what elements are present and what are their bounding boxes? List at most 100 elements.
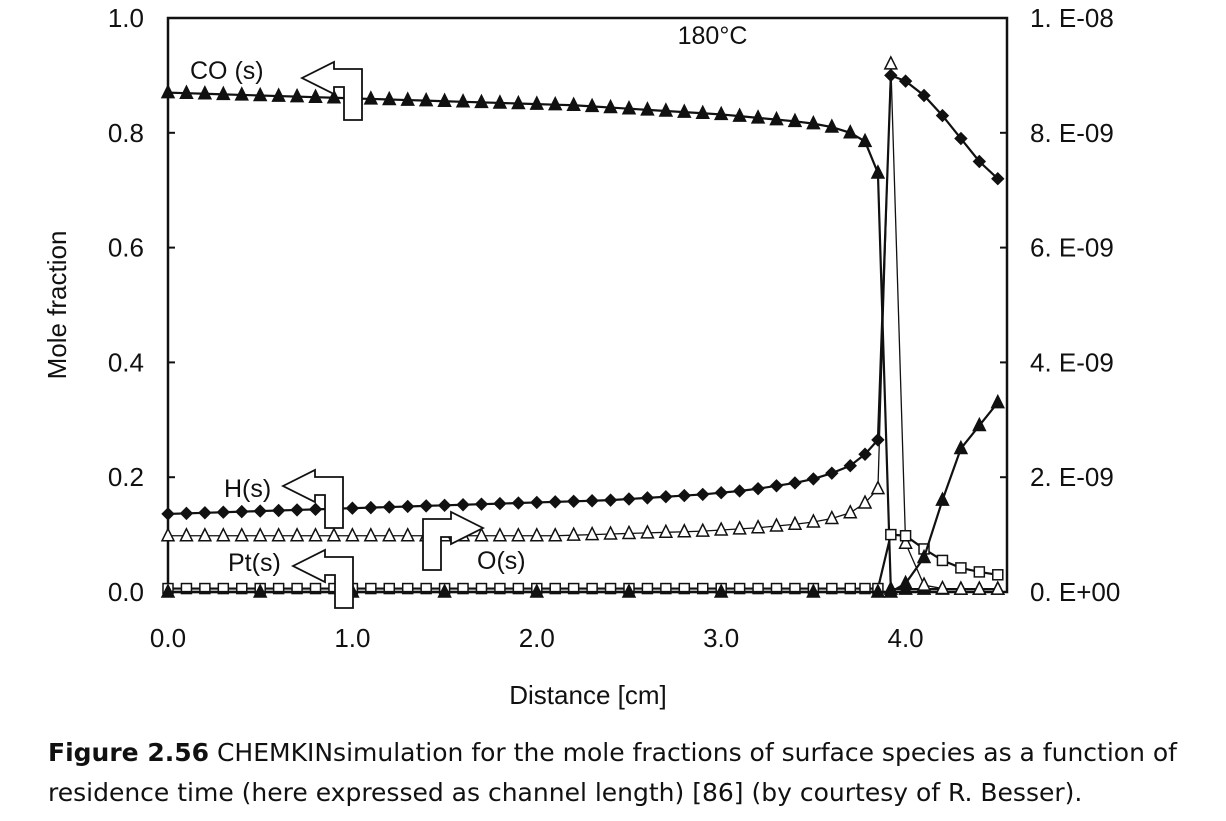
data-point-co-s — [843, 124, 858, 139]
data-point-o-s — [289, 527, 305, 542]
data-point-o-s — [308, 527, 323, 542]
data-point-o-s — [271, 527, 286, 542]
data-point-o-s — [843, 504, 858, 519]
data-point-h-s — [751, 481, 765, 496]
data-point-co-s — [566, 96, 581, 111]
data-point-co-s — [548, 95, 563, 111]
series-h-s — [161, 68, 1005, 521]
data-point-h-s — [696, 487, 710, 502]
data-point-o-s — [750, 519, 766, 534]
data-point-right-axis — [806, 583, 821, 598]
data-point-h-s — [825, 466, 839, 480]
data-point-pt-s — [272, 582, 285, 595]
data-point-o-s — [935, 579, 950, 595]
data-point-o-s — [870, 480, 886, 495]
data-point-co-s — [769, 110, 784, 126]
data-point-o-s — [677, 523, 692, 538]
data-point-h-s — [308, 502, 323, 517]
data-point-co-s — [621, 100, 637, 115]
data-point-o-s — [566, 526, 581, 541]
series-right-axis — [160, 393, 1005, 598]
annotation-arrow — [422, 510, 486, 571]
data-point-h-s — [382, 500, 396, 514]
data-point-co-s — [418, 91, 434, 107]
series-pt-s — [162, 528, 1004, 595]
data-point-o-s — [363, 527, 379, 542]
data-point-co-s — [308, 88, 323, 103]
data-point-h-s — [511, 496, 526, 510]
data-point-o-s — [990, 580, 1005, 595]
data-point-pt-s — [420, 582, 432, 595]
x-tick-label: 1.0 — [334, 623, 370, 653]
data-point-pt-s — [291, 582, 303, 595]
data-point-o-s — [806, 513, 821, 528]
data-point-co-s — [455, 93, 471, 108]
data-point-right-axis — [437, 583, 452, 598]
data-point-co-s — [658, 102, 674, 117]
data-point-right-axis — [252, 583, 268, 598]
data-point-o-s — [234, 527, 249, 542]
data-point-h-s — [917, 88, 931, 103]
data-point-pt-s — [549, 582, 561, 595]
y-tick-label: 1.0 — [108, 3, 144, 33]
series-line-right-axis — [168, 401, 999, 594]
data-point-pt-s — [512, 582, 525, 595]
data-point-pt-s — [936, 554, 949, 567]
data-point-o-s — [382, 527, 397, 542]
data-point-o-s — [953, 580, 969, 595]
data-point-h-s — [216, 505, 231, 519]
data-point-h-s — [858, 447, 872, 461]
data-point-h-s — [179, 506, 194, 521]
data-point-co-s — [437, 92, 452, 107]
data-point-h-s — [603, 493, 618, 507]
annotation-co-label: CO (s) — [190, 57, 264, 85]
data-point-o-s — [732, 520, 747, 535]
data-point-h-s — [714, 485, 728, 500]
data-point-h-s — [290, 503, 304, 517]
data-point-o-s — [400, 527, 415, 542]
data-point-h-s — [456, 498, 470, 512]
data-point-o-s — [548, 527, 563, 542]
data-point-o-s — [179, 527, 194, 542]
data-point-h-s — [437, 498, 452, 513]
data-point-h-s — [566, 494, 581, 509]
data-point-h-s — [474, 497, 489, 511]
data-point-h-s — [640, 491, 655, 505]
chart: 0.0 1.0 2.0 3.0 4.0 0.0 0.2 0.4 0.6 0.8 1.0 0. E+00… — [42, 3, 1120, 710]
data-point-co-s — [511, 94, 526, 110]
data-point-pt-s — [475, 582, 488, 595]
data-point-pt-s — [992, 569, 1004, 581]
data-point-h-s — [659, 490, 673, 504]
data-point-pt-s — [752, 582, 764, 595]
data-point-co-s — [271, 87, 286, 102]
data-point-pt-s — [826, 582, 838, 595]
data-point-pt-s — [567, 582, 580, 595]
series-o-s — [160, 55, 1005, 595]
data-point-co-s — [640, 101, 655, 116]
figure-caption: Figure 2.56 CHEMKINsimulation for the mo… — [48, 733, 1218, 813]
data-point-o-s — [529, 527, 545, 542]
data-point-pt-s — [859, 582, 871, 595]
data-point-pt-s — [383, 582, 396, 595]
data-point-co-s — [197, 85, 213, 100]
annotation-o-label: O(s) — [477, 547, 526, 575]
data-point-pt-s — [180, 582, 193, 595]
data-point-right-axis — [916, 548, 932, 564]
data-point-o-s — [345, 527, 360, 542]
data-point-h-s — [972, 154, 987, 169]
data-point-h-s — [271, 503, 286, 518]
data-point-pt-s — [641, 582, 654, 595]
data-point-right-axis — [870, 583, 886, 598]
y-tick-label: 0.4 — [108, 347, 144, 377]
data-point-co-s — [326, 89, 342, 104]
data-point-o-s — [972, 580, 987, 595]
data-point-co-s — [400, 91, 415, 106]
data-point-h-s — [548, 495, 562, 509]
data-point-pt-s — [660, 582, 672, 595]
data-point-co-s — [750, 109, 766, 124]
y2-tick-label: 6. E-09 — [1030, 233, 1114, 263]
data-point-co-s — [160, 83, 176, 99]
data-point-h-s — [198, 506, 212, 520]
data-point-o-s — [695, 522, 710, 537]
data-point-o-s — [898, 534, 913, 549]
